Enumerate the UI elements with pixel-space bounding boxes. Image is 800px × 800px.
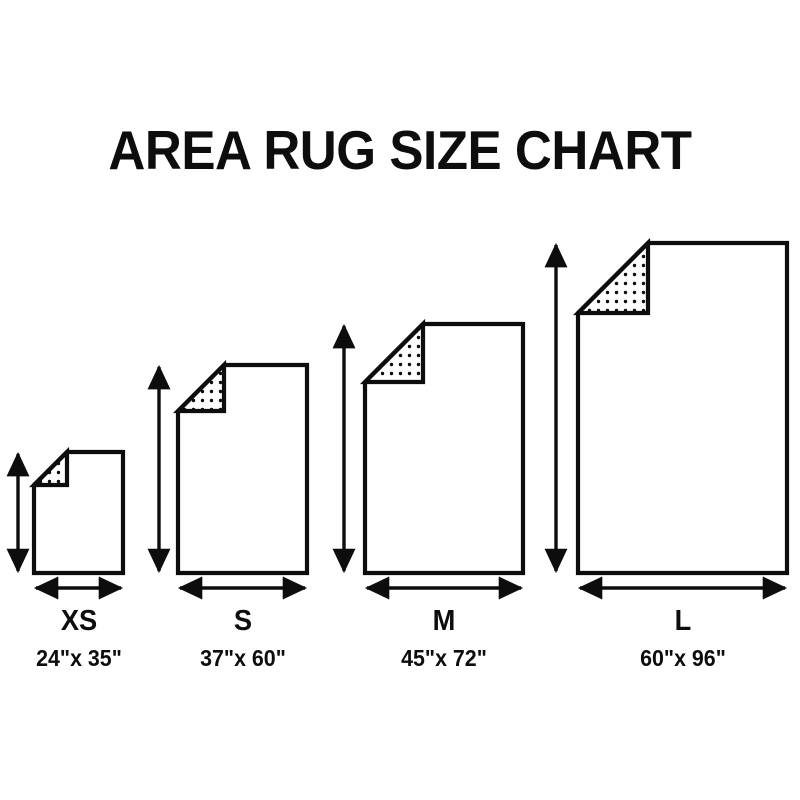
rug-shape-s — [147, 359, 310, 600]
page-title: AREA RUG SIZE CHART — [108, 119, 692, 181]
rug-folded-corner-l — [572, 237, 651, 316]
rug-folded-corner-m — [359, 318, 426, 385]
rug-shape-xs — [6, 446, 126, 600]
rug-folded-corner-s — [172, 359, 227, 414]
rug-shape-l — [544, 237, 790, 600]
rug-shape-m — [332, 318, 526, 600]
rug-folded-corner-xs — [28, 446, 70, 488]
